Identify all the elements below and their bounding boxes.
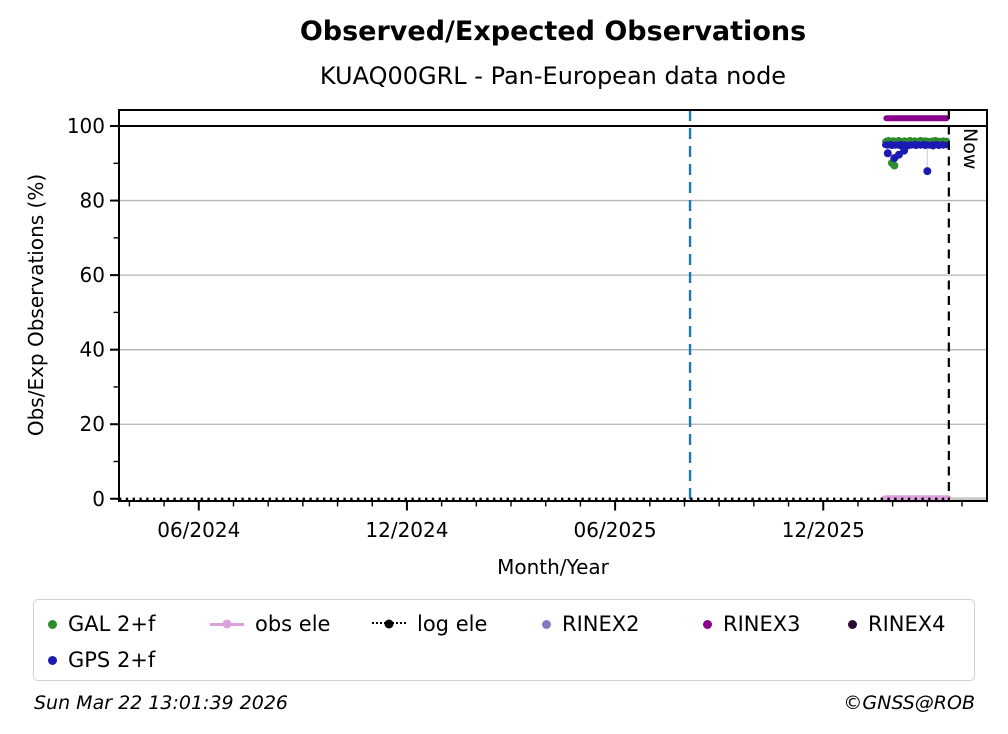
series-gps-2+f-outlier <box>883 149 892 158</box>
legend-label: log ele <box>417 612 488 636</box>
rinex4-marker-icon <box>848 619 857 629</box>
now-label: Now <box>959 128 981 169</box>
footer-timestamp: Sun Mar 22 13:01:39 2026 <box>34 692 289 714</box>
chart-subtitle: KUAQ00GRL - Pan-European data node <box>319 62 787 90</box>
legend-label: GAL 2+f <box>68 612 156 636</box>
legend-label: obs ele <box>255 612 331 636</box>
legend-label: RINEX3 <box>723 612 801 636</box>
y-tick-label: 40 <box>80 338 105 362</box>
legend-item-rinex4: RINEX4 <box>848 609 946 639</box>
legend-marker-dot <box>222 619 232 629</box>
y-tick-label: 0 <box>92 487 105 511</box>
legend-label: RINEX4 <box>868 612 946 636</box>
x-tick-label: 12/2024 <box>365 518 448 542</box>
legend-item-obs-ele: obs ele <box>210 609 330 639</box>
plot-frame <box>118 109 988 502</box>
y-tick-label: 60 <box>80 263 105 287</box>
footer-credit: ©GNSS@ROB <box>843 692 975 714</box>
legend-marker-dot <box>384 619 394 629</box>
legend-item-rinex2: RINEX2 <box>542 609 640 639</box>
log-ele-marker-icon <box>372 619 406 629</box>
x-tick-label: 06/2025 <box>574 518 657 542</box>
y-tick-label: 100 <box>67 114 105 138</box>
rinex3-marker-icon <box>703 619 712 629</box>
legend-item-rinex3: RINEX3 <box>703 609 801 639</box>
chart-title: Observed/Expected Observations <box>299 16 807 47</box>
legend-item-gal-2+f: GAL 2+f <box>48 609 155 639</box>
legend-label: RINEX2 <box>562 612 640 636</box>
legend-label: GPS 2+f <box>68 648 156 672</box>
gps-2+f-marker-icon <box>48 655 57 665</box>
series-gps-2+f-outlier <box>900 146 909 155</box>
gal-2+f-marker-icon <box>48 619 57 629</box>
legend-item-gps-2+f: GPS 2+f <box>48 645 155 675</box>
rinex2-marker-icon <box>542 619 551 629</box>
series-gal-2+f-outlier <box>890 161 899 170</box>
x-tick-label: 12/2025 <box>782 518 865 542</box>
y-tick-label: 80 <box>80 189 105 213</box>
legend-item-log-ele: log ele <box>372 609 487 639</box>
x-tick-label: 06/2024 <box>157 518 240 542</box>
series-gps-2+f-outlier <box>923 167 932 176</box>
legend: GAL 2+f obs ele log ele RINEX2 RINEX3 RINEX4 G… <box>33 599 975 681</box>
obs-ele-marker-icon <box>210 619 244 629</box>
y-tick-label: 20 <box>80 412 105 436</box>
x-axis-label: Month/Year <box>497 555 609 579</box>
